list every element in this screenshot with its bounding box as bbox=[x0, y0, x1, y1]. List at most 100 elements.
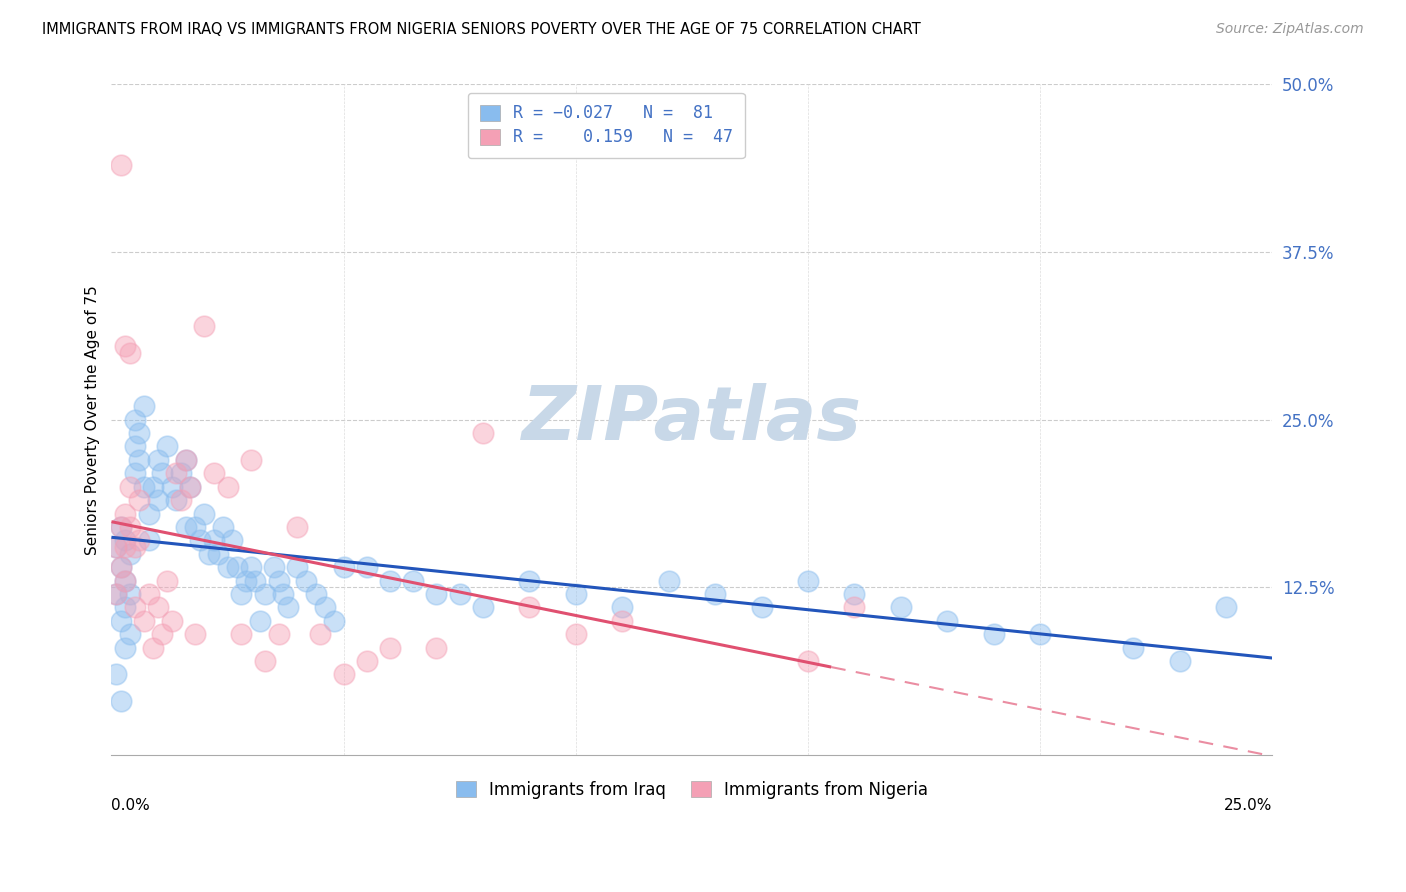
Y-axis label: Seniors Poverty Over the Age of 75: Seniors Poverty Over the Age of 75 bbox=[86, 285, 100, 555]
Point bbox=[425, 640, 447, 655]
Point bbox=[207, 547, 229, 561]
Point bbox=[402, 574, 425, 588]
Text: IMMIGRANTS FROM IRAQ VS IMMIGRANTS FROM NIGERIA SENIORS POVERTY OVER THE AGE OF : IMMIGRANTS FROM IRAQ VS IMMIGRANTS FROM … bbox=[42, 22, 921, 37]
Point bbox=[202, 533, 225, 548]
Point bbox=[174, 520, 197, 534]
Point bbox=[138, 533, 160, 548]
Point bbox=[105, 540, 128, 554]
Point bbox=[114, 533, 136, 548]
Point bbox=[110, 520, 132, 534]
Point bbox=[170, 493, 193, 508]
Point bbox=[124, 412, 146, 426]
Point bbox=[128, 453, 150, 467]
Point bbox=[797, 654, 820, 668]
Point bbox=[239, 560, 262, 574]
Point bbox=[612, 614, 634, 628]
Point bbox=[983, 627, 1005, 641]
Point bbox=[314, 600, 336, 615]
Point bbox=[128, 426, 150, 441]
Point bbox=[844, 600, 866, 615]
Point bbox=[114, 600, 136, 615]
Point bbox=[110, 560, 132, 574]
Point bbox=[110, 158, 132, 172]
Point bbox=[142, 640, 165, 655]
Point bbox=[471, 600, 494, 615]
Point bbox=[1168, 654, 1191, 668]
Point bbox=[844, 587, 866, 601]
Point bbox=[332, 560, 354, 574]
Point bbox=[114, 339, 136, 353]
Point bbox=[249, 614, 271, 628]
Text: ZIPatlas: ZIPatlas bbox=[522, 384, 862, 456]
Point bbox=[132, 614, 155, 628]
Point bbox=[285, 520, 308, 534]
Point bbox=[165, 493, 187, 508]
Point bbox=[285, 560, 308, 574]
Point bbox=[658, 574, 681, 588]
Point bbox=[332, 667, 354, 681]
Point bbox=[132, 480, 155, 494]
Point bbox=[1122, 640, 1144, 655]
Legend: Immigrants from Iraq, Immigrants from Nigeria: Immigrants from Iraq, Immigrants from Ni… bbox=[447, 772, 936, 807]
Point bbox=[114, 574, 136, 588]
Point bbox=[105, 587, 128, 601]
Point bbox=[217, 480, 239, 494]
Point bbox=[751, 600, 773, 615]
Point bbox=[356, 560, 378, 574]
Point bbox=[239, 453, 262, 467]
Point bbox=[221, 533, 243, 548]
Point bbox=[165, 467, 187, 481]
Point bbox=[936, 614, 959, 628]
Point bbox=[118, 345, 141, 359]
Point bbox=[110, 694, 132, 708]
Point bbox=[105, 540, 128, 554]
Point bbox=[118, 627, 141, 641]
Point bbox=[267, 627, 290, 641]
Point bbox=[138, 507, 160, 521]
Point bbox=[174, 453, 197, 467]
Text: 0.0%: 0.0% bbox=[111, 798, 150, 814]
Point bbox=[309, 627, 332, 641]
Point bbox=[565, 587, 588, 601]
Point bbox=[253, 654, 276, 668]
Point bbox=[471, 426, 494, 441]
Point bbox=[105, 667, 128, 681]
Point bbox=[323, 614, 346, 628]
Point bbox=[305, 587, 328, 601]
Point bbox=[188, 533, 211, 548]
Point bbox=[160, 480, 183, 494]
Point bbox=[263, 560, 285, 574]
Point bbox=[217, 560, 239, 574]
Point bbox=[110, 614, 132, 628]
Point bbox=[797, 574, 820, 588]
Point bbox=[156, 440, 179, 454]
Point bbox=[231, 627, 253, 641]
Point bbox=[1029, 627, 1052, 641]
Point bbox=[118, 587, 141, 601]
Point bbox=[184, 520, 207, 534]
Point bbox=[179, 480, 201, 494]
Point bbox=[277, 600, 299, 615]
Point bbox=[202, 467, 225, 481]
Point bbox=[225, 560, 247, 574]
Point bbox=[704, 587, 727, 601]
Point bbox=[114, 640, 136, 655]
Point bbox=[245, 574, 267, 588]
Point bbox=[110, 560, 132, 574]
Point bbox=[1215, 600, 1237, 615]
Point bbox=[231, 587, 253, 601]
Point bbox=[235, 574, 257, 588]
Point bbox=[124, 467, 146, 481]
Point bbox=[118, 520, 141, 534]
Point bbox=[193, 318, 215, 333]
Text: 25.0%: 25.0% bbox=[1225, 798, 1272, 814]
Text: Source: ZipAtlas.com: Source: ZipAtlas.com bbox=[1216, 22, 1364, 37]
Point bbox=[612, 600, 634, 615]
Point bbox=[138, 587, 160, 601]
Point bbox=[170, 467, 193, 481]
Point bbox=[156, 574, 179, 588]
Point bbox=[378, 574, 401, 588]
Point bbox=[160, 614, 183, 628]
Point bbox=[271, 587, 294, 601]
Point bbox=[378, 640, 401, 655]
